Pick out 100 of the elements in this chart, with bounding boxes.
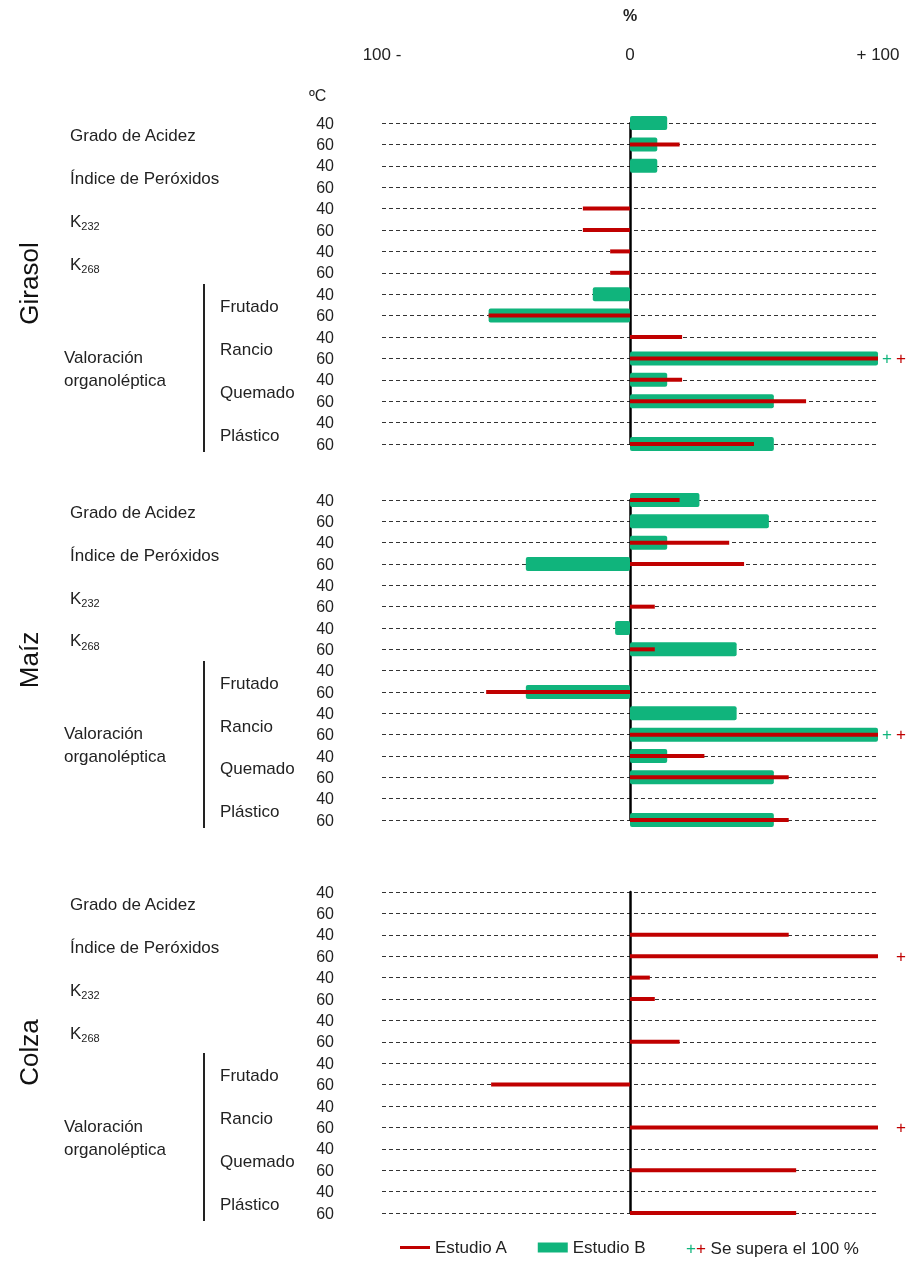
bar [630, 818, 789, 822]
bar [630, 562, 745, 566]
y-tick-label: 60 [316, 683, 335, 701]
bar [630, 732, 878, 737]
bar [630, 647, 655, 652]
text: Índice de Peróxidos [70, 938, 220, 957]
data-label: + [882, 725, 892, 745]
bar [630, 335, 683, 339]
text: Quemado [220, 1152, 295, 1171]
y-tick-label: 60 [316, 1076, 335, 1094]
legend-label: Estudio B [572, 1238, 646, 1257]
text: Frutado [220, 673, 279, 693]
y-tick-label: 60 [316, 1161, 335, 1179]
y-tick-label: 60 [316, 221, 335, 239]
text: Índice de Peróxidos [70, 545, 220, 565]
y-tick-label: 40 [316, 328, 335, 346]
text: Plástico [220, 1194, 280, 1214]
y-tick-label: 40 [316, 926, 335, 944]
y-tick-label: 40 [316, 1140, 335, 1158]
bar [630, 498, 680, 502]
text: Grado de Acidez [70, 895, 196, 915]
y-tick-label: 40 [316, 157, 335, 175]
text: ºC [309, 86, 327, 104]
y-tick-label: 60 [316, 264, 335, 282]
y-tick-label: 60 [316, 768, 335, 786]
text: Rancio [220, 716, 273, 736]
y-tick-label: 60 [316, 349, 335, 367]
y-tick-label: 40 [316, 1097, 335, 1115]
text: ++ Se supera el 100 % [686, 1238, 859, 1258]
y-tick-label: 60 [316, 307, 335, 325]
x-tick-label: 0 [625, 45, 635, 64]
y-tick-label: 40 [316, 662, 335, 680]
y-tick-label: 40 [316, 969, 335, 987]
data-label: + [896, 725, 906, 745]
y-tick-label: 40 [316, 114, 335, 132]
y-tick-label: 40 [316, 1011, 335, 1029]
x-axis-title: % [622, 6, 638, 24]
bar [630, 997, 655, 1001]
text: Rancio [220, 340, 273, 360]
x-tick-label: 100 - [362, 45, 402, 64]
bar [630, 1125, 878, 1130]
y-tick-label: 40 [316, 1183, 335, 1201]
bar [610, 270, 630, 275]
bar [630, 116, 668, 130]
y-tick-label: 60 [316, 990, 335, 1008]
y-tick-label: 40 [316, 883, 335, 901]
text: Rancio [220, 1109, 273, 1129]
text: Valoración organoléptica [64, 1117, 167, 1160]
y-tick-label: 60 [316, 435, 335, 453]
y-tick-label: 60 [316, 392, 335, 410]
y-tick-label: 60 [316, 811, 335, 829]
text: Plástico [220, 801, 280, 821]
bar [630, 642, 737, 657]
bar [615, 621, 630, 635]
y-tick-label: 40 [316, 576, 335, 594]
y-tick-label: 60 [316, 598, 335, 616]
bar [630, 754, 705, 758]
y-tick-label: 60 [316, 1204, 335, 1222]
y-tick-label: 60 [316, 135, 335, 153]
y-axis-title: Colza [14, 1018, 44, 1086]
bar [630, 158, 658, 173]
bar [630, 1039, 680, 1044]
data-label: + [896, 1117, 906, 1137]
bar [610, 249, 630, 254]
bar [630, 142, 680, 147]
y-tick-label: 40 [316, 285, 335, 303]
y-axis-title: Girasol [14, 242, 44, 325]
y-tick-label: 40 [316, 747, 335, 765]
y-tick-label: 40 [316, 619, 335, 637]
bar [630, 377, 683, 382]
text: Grado de Acidez [70, 126, 196, 146]
y-tick-label: 60 [316, 512, 335, 530]
data-label: + [896, 946, 906, 966]
bar [630, 975, 650, 980]
y-tick-label: 40 [316, 534, 335, 552]
bar [592, 287, 630, 302]
bar [630, 604, 655, 609]
y-tick-label: 40 [316, 790, 335, 808]
bar [488, 313, 630, 318]
bar [630, 1168, 797, 1173]
bar [630, 514, 769, 529]
bar [630, 399, 807, 404]
y-tick-label: 60 [316, 555, 335, 573]
y-tick-label: 60 [316, 1033, 335, 1051]
text: Frutado [220, 297, 279, 317]
y-tick-label: 40 [316, 1054, 335, 1072]
y-tick-label: 60 [316, 178, 335, 196]
y-tick-label: 40 [316, 200, 335, 218]
text: Valoración organoléptica [64, 724, 167, 767]
data-label: + [882, 348, 892, 368]
bar [630, 775, 789, 780]
y-tick-label: 60 [316, 640, 335, 658]
y-tick-label: 40 [316, 242, 335, 260]
y-tick-label: 40 [316, 704, 335, 722]
bar [630, 540, 730, 545]
y-tick-label: 60 [316, 904, 335, 922]
text: Índice de Peróxidos [70, 169, 220, 188]
y-tick-label: 60 [316, 947, 335, 965]
text: Quemado [220, 759, 295, 779]
y-tick-label: 40 [316, 371, 335, 389]
